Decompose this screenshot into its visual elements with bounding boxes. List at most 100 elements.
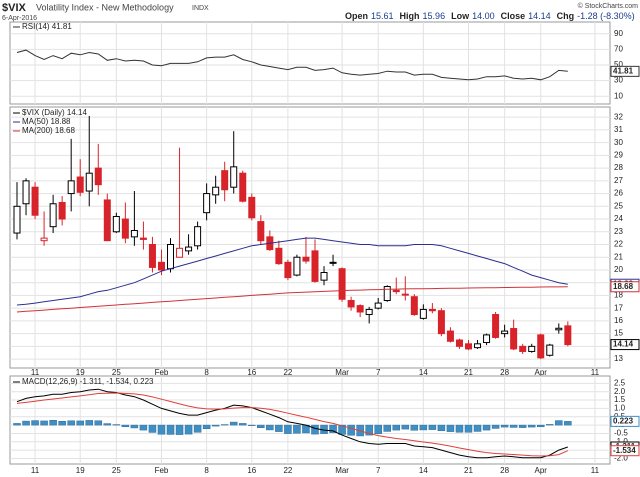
histogram-bar — [419, 424, 428, 431]
candle-body — [121, 218, 129, 239]
histogram-bar — [22, 420, 30, 426]
histogram-bar — [546, 424, 554, 426]
y-tick-label: 20 — [614, 265, 623, 274]
histogram-bar — [202, 424, 211, 430]
candle-body — [401, 293, 409, 296]
x-tick-label: 19 — [76, 368, 85, 377]
candle-body — [483, 334, 491, 344]
histogram-bar — [437, 424, 446, 432]
stat-label: High — [400, 11, 420, 21]
stat-value: 14.00 — [472, 11, 495, 21]
candle-body — [103, 199, 111, 242]
candle-body — [230, 166, 238, 188]
value-tag: 14.14 — [613, 340, 634, 349]
y-tick-label: -0.5 — [614, 429, 628, 438]
candle-body — [139, 237, 147, 240]
histogram-bar — [257, 424, 265, 429]
y-tick-label: 70 — [614, 44, 623, 53]
x-tick-label: 8 — [204, 466, 209, 475]
x-tick-label: 28 — [500, 368, 509, 377]
histogram-bar — [239, 423, 247, 426]
histogram-bar — [365, 424, 373, 436]
histogram-bar — [121, 424, 130, 428]
histogram-bar — [555, 420, 563, 426]
histogram-bar — [293, 424, 301, 434]
candle-body — [212, 186, 220, 196]
x-tick-label: 22 — [283, 466, 292, 475]
stat-label: Chg — [557, 11, 575, 21]
x-tick-label: 11 — [31, 466, 40, 475]
date: 6-Apr-2016 — [2, 15, 37, 22]
x-tick-label: 16 — [247, 466, 256, 475]
y-tick-label: 22 — [614, 240, 623, 249]
y-tick-label: 30 — [614, 76, 623, 85]
candle-body — [176, 247, 184, 258]
histogram-bar — [338, 424, 346, 435]
x-tick-label: 21 — [464, 368, 473, 377]
y-tick-label: 27 — [614, 176, 623, 185]
stat-label: Open — [345, 11, 368, 21]
candle-body — [419, 308, 427, 319]
x-tick-label: 21 — [464, 466, 473, 475]
x-tick-label: Mar — [335, 466, 349, 475]
histogram-bar — [220, 424, 229, 426]
histogram-bar — [491, 424, 500, 429]
value-tag-box — [610, 65, 640, 77]
y-tick-label: 16 — [614, 316, 623, 325]
histogram-bar — [175, 424, 184, 435]
histogram-bar — [67, 420, 75, 426]
y-tick-label: 25 — [614, 201, 623, 210]
candle-body — [76, 176, 84, 193]
series-line — [16, 286, 568, 313]
x-tick-label: 11 — [591, 368, 600, 377]
candle-body — [67, 180, 75, 195]
y-tick-label: 2.5 — [614, 378, 626, 387]
value-tag: 41.81 — [613, 66, 634, 75]
candle-body — [320, 272, 328, 281]
candle-body — [221, 170, 229, 191]
series-line — [16, 392, 568, 457]
histogram-bar — [139, 424, 148, 431]
value-tag: 18.68 — [613, 282, 634, 291]
histogram-bar — [500, 424, 509, 428]
panel-frame — [9, 21, 611, 105]
y-tick-label: 28 — [614, 163, 623, 172]
candle-body — [49, 203, 57, 228]
y-tick-label: 26 — [614, 189, 623, 198]
series-line — [16, 237, 568, 306]
y-tick-label: -1.0 — [614, 437, 628, 446]
candle-body — [203, 193, 211, 214]
y-tick-label: -2.0 — [614, 454, 628, 463]
y-tick-label: 90 — [614, 29, 623, 38]
histogram-bar — [482, 424, 491, 431]
histogram-bar — [464, 424, 473, 433]
candle-body — [148, 244, 156, 268]
exchange: INDX — [192, 5, 209, 12]
candle-body — [239, 172, 247, 202]
y-tick-label: 24 — [614, 214, 623, 223]
histogram-bar — [410, 424, 419, 431]
y-tick-label: 17 — [614, 303, 623, 312]
histogram-bar — [401, 424, 410, 430]
histogram-bar — [130, 424, 139, 429]
y-tick-label: 1.5 — [614, 395, 626, 404]
x-tick-label: 22 — [283, 368, 292, 377]
histogram-bar — [374, 424, 382, 435]
histogram-bar — [392, 424, 401, 431]
legend-label: MA(200) 18.68 — [22, 126, 75, 135]
histogram-bar — [284, 424, 292, 434]
candle-body — [356, 305, 364, 313]
legend-label: MACD(12,26,9) -1.311, -1.534, 0.223 — [22, 377, 154, 386]
value-tag-box — [610, 415, 640, 427]
stat-label: Low — [451, 11, 470, 21]
y-tick-label: 21 — [614, 252, 623, 261]
value-tag-box — [610, 339, 640, 351]
candle-body — [437, 310, 445, 335]
candle-body — [22, 180, 30, 205]
histogram-bar — [58, 421, 66, 426]
candle-body — [194, 226, 202, 247]
x-tick-label: Apr — [535, 466, 548, 475]
y-tick-label: 50 — [614, 60, 623, 69]
series-line — [16, 388, 568, 459]
